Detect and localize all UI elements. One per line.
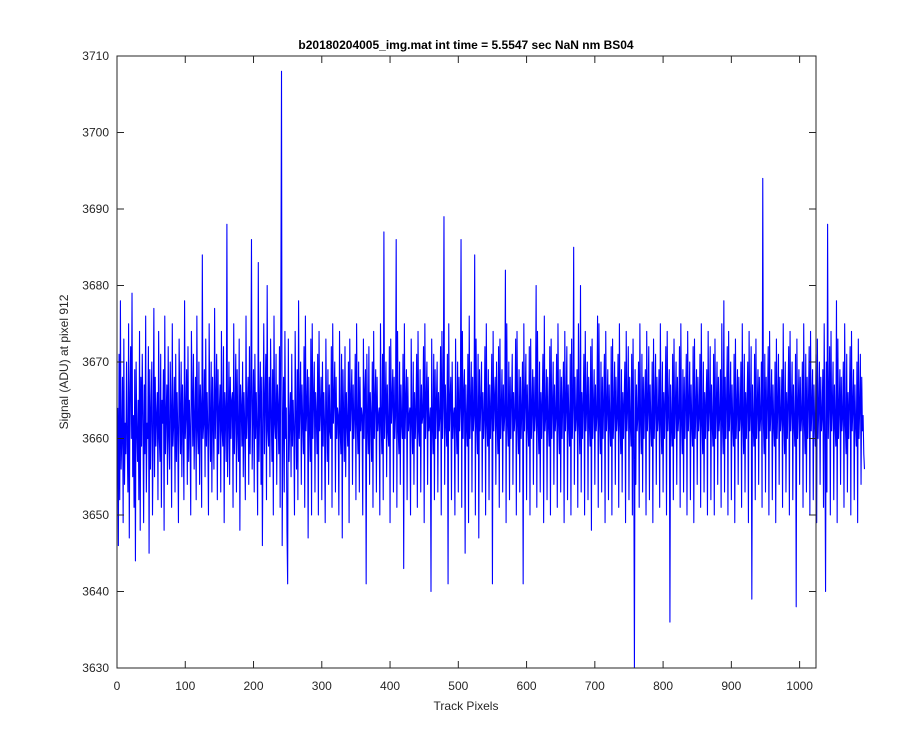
y-tick-label: 3660 (82, 432, 109, 446)
series-line (117, 70, 866, 669)
series-layer (117, 70, 866, 669)
x-tick-label: 700 (585, 679, 605, 693)
y-tick-label: 3680 (82, 279, 109, 293)
x-tick-label: 300 (312, 679, 332, 693)
x-tick-label: 500 (448, 679, 468, 693)
x-tick-label: 0 (114, 679, 121, 693)
y-axis-label: Signal (ADU) at pixel 912 (57, 294, 71, 429)
x-tick-label: 400 (380, 679, 400, 693)
chart-title: b20180204005_img.mat int time = 5.5547 s… (298, 38, 634, 52)
y-tick-label: 3710 (82, 49, 109, 63)
x-tick-label: 100 (175, 679, 195, 693)
x-tick-label: 200 (244, 679, 264, 693)
x-tick-label: 900 (721, 679, 741, 693)
ticks-layer: 0 100 200 300 400 500 600 700 800 900 1000 3630 3640… (82, 49, 816, 693)
y-tick-label: 3690 (82, 202, 109, 216)
y-tick-label: 3630 (82, 661, 109, 675)
y-tick-label: 3670 (82, 355, 109, 369)
x-axis-label: Track Pixels (434, 699, 499, 713)
y-tick-label: 3650 (82, 508, 109, 522)
x-tick-label: 600 (517, 679, 537, 693)
x-tick-label: 800 (653, 679, 673, 693)
y-tick-label: 3640 (82, 585, 109, 599)
y-tick-label: 3700 (82, 126, 109, 140)
x-tick-label: 1000 (786, 679, 813, 693)
